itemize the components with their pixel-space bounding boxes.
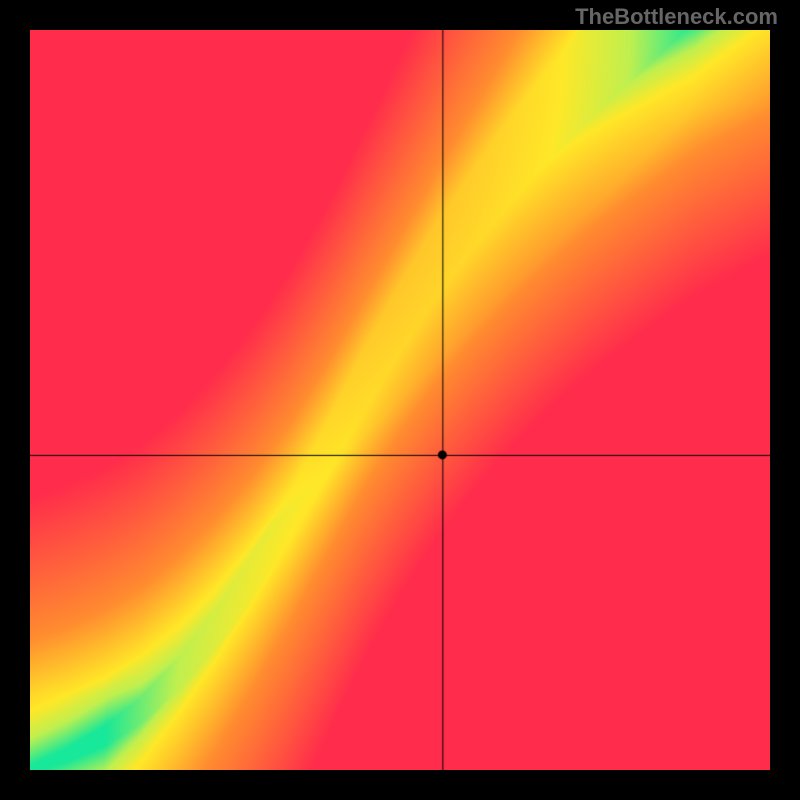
chart-container: TheBottleneck.com [0,0,800,800]
bottleneck-heatmap [30,30,770,770]
watermark-text: TheBottleneck.com [575,4,778,30]
